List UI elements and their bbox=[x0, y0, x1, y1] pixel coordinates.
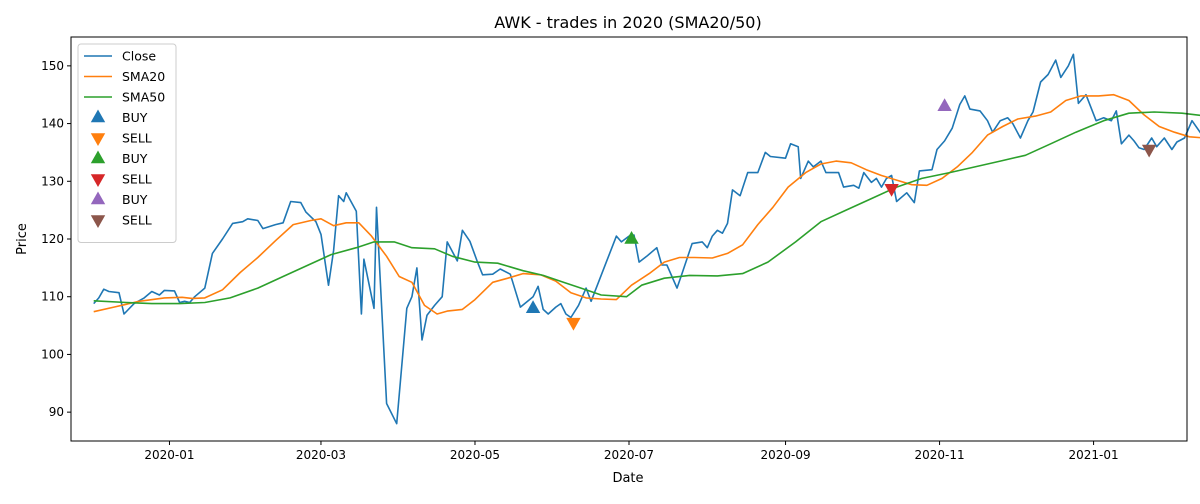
y-tick-label: 100 bbox=[41, 347, 64, 361]
legend-label-buy-3: BUY bbox=[122, 151, 148, 166]
buy-marker-1 bbox=[525, 300, 541, 314]
legend-swatch-buy-3 bbox=[90, 150, 106, 164]
x-tick-label: 2020-11 bbox=[914, 448, 964, 462]
series-line-sma50 bbox=[93, 111, 1200, 305]
x-tick-label: 2021-01 bbox=[1069, 448, 1119, 462]
x-tick-label: 2020-05 bbox=[450, 448, 500, 462]
legend-swatch-buy-5 bbox=[90, 191, 106, 205]
y-tick-label: 110 bbox=[41, 290, 64, 304]
legend-swatch-sell-2 bbox=[90, 133, 106, 146]
legend-label-sma50: SMA50 bbox=[122, 90, 165, 105]
y-tick-label: 90 bbox=[49, 405, 64, 419]
legend-label-buy-5: BUY bbox=[122, 192, 148, 207]
plot-lines bbox=[93, 53, 1200, 425]
x-tick-label: 2020-09 bbox=[760, 448, 810, 462]
legend-label-sell-2: SELL bbox=[122, 131, 152, 146]
legend-label-close: Close bbox=[122, 49, 156, 64]
buy-marker-5 bbox=[937, 98, 952, 112]
plot-markers bbox=[525, 98, 1157, 331]
legend-label-sell-4: SELL bbox=[122, 172, 152, 187]
y-tick-label: 140 bbox=[41, 117, 64, 131]
y-tick-label: 150 bbox=[41, 59, 64, 73]
sell-marker-2 bbox=[566, 317, 581, 331]
y-axis-label: Price bbox=[15, 223, 30, 255]
legend-label-sell-6: SELL bbox=[122, 213, 152, 228]
x-tick-label: 2020-07 bbox=[604, 448, 654, 462]
legend-box bbox=[77, 43, 177, 243]
y-tick-label: 130 bbox=[41, 174, 64, 188]
legend-label-sma20: SMA20 bbox=[122, 69, 165, 84]
chart-title: AWK - trades in 2020 (SMA20/50) bbox=[494, 13, 761, 32]
legend-swatch-sell-6 bbox=[90, 215, 106, 228]
x-axis: 2020-01 2020-03 2020-05 2020-07 2020-09 2020-… bbox=[144, 441, 1119, 462]
x-tick-label: 2020-03 bbox=[296, 448, 346, 462]
legend: Close SMA20 SMA50 BUY SELL BUY SELL BUY SELL bbox=[77, 43, 177, 243]
legend-label-buy-1: BUY bbox=[122, 110, 148, 125]
y-axis: 90 100 110 120 130 140 150 bbox=[41, 59, 71, 419]
y-tick-label: 120 bbox=[41, 232, 64, 246]
sell-marker-4 bbox=[884, 183, 899, 197]
legend-swatch-sell-4 bbox=[90, 174, 106, 187]
legend-swatch-buy-1 bbox=[90, 109, 106, 123]
x-tick-label: 2020-01 bbox=[144, 448, 194, 462]
series-line-sma20 bbox=[93, 93, 1200, 315]
sell-marker-6 bbox=[1141, 144, 1157, 158]
x-axis-label: Date bbox=[612, 471, 643, 486]
buy-marker-3 bbox=[624, 231, 639, 244]
